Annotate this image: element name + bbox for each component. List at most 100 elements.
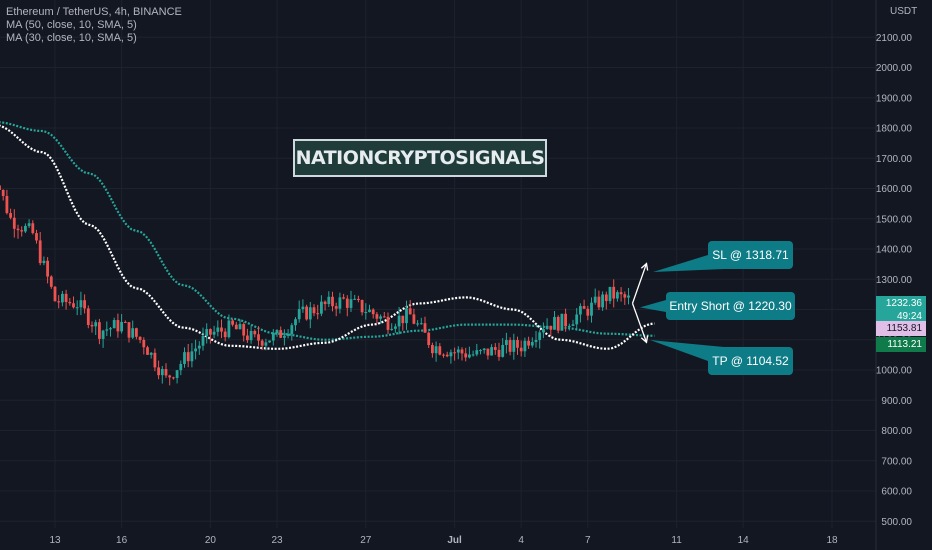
candle-body [83,300,86,309]
time-tick-label: 27 [360,535,372,546]
candle-body [5,195,9,214]
price-tick-label: 1400.00 [876,245,913,256]
candle-body [120,321,123,332]
candle-body [16,228,20,231]
candle-body [297,309,301,320]
tp-callout-box[interactable] [708,347,793,375]
ma30-legend[interactable]: MA (30, close, 10, SMA, 5) [6,32,137,44]
entry-callout-label: Entry Short @ 1220.30 [669,299,792,313]
time-tick-label: 23 [271,535,283,546]
candle-body [157,367,160,376]
candle-body [360,300,364,313]
candle-body [379,316,382,319]
sl-arrow [631,263,648,304]
candle-body [109,328,112,330]
ma50-line [0,121,655,341]
candle-body [445,354,449,357]
candle-body [316,313,320,315]
candle-body [345,298,349,308]
sl-callout-label: SL @ 1318.71 [712,248,789,262]
symbol-title[interactable]: Ethereum / TetherUS, 4h, BINANCE [6,6,182,18]
tp-callout-label: TP @ 1104.52 [712,354,789,368]
trade-callouts: SL @ 1318.71 Entry Short @ 1220.30 TP @ 11… [640,241,795,375]
time-tick-label: 13 [49,535,61,546]
candle-body [586,308,590,316]
price-tick-label: 1500.00 [876,214,913,225]
ma30-price-tag: 1153.81 [876,321,926,336]
candle-body [57,301,61,303]
candle-body [160,369,164,376]
candle-body [334,306,338,309]
candle-body [427,332,431,345]
price-tick-label: 800.00 [881,426,912,437]
candle-body [194,348,197,352]
entry-callout-box[interactable] [666,292,795,320]
candle-body [209,329,212,335]
candle-body [327,296,331,305]
time-tick-label: Jul [447,535,462,546]
price-tick-label: 500.00 [881,517,912,528]
candle-body [127,322,131,338]
candle-body [368,309,371,313]
candle-body [394,326,397,329]
candle-body [175,370,179,378]
candle-body [530,342,534,346]
candle-body [12,217,16,229]
ma50-legend[interactable]: MA (50, close, 10, SMA, 5) [6,19,137,31]
ma50-price-tag: 1113.21 [876,337,926,352]
candle-body [468,354,471,358]
candle-body [72,303,75,308]
candle-body [64,293,68,303]
sl-callout-box[interactable] [708,241,793,269]
candle-body [53,286,57,302]
candle-body [294,319,297,326]
candle-body [560,313,564,331]
candle-body [320,301,323,314]
time-tick-label: 4 [518,535,524,546]
candle-body [364,312,368,314]
candle-body [46,260,49,277]
candle-body [357,298,360,301]
candle-body [538,332,542,340]
candle-body [223,331,227,338]
candle-body [279,330,283,338]
candle-body [253,330,257,335]
ma-path [0,124,655,350]
candle-body [516,340,519,348]
candle-body [75,307,79,309]
candle-body [419,323,423,325]
candle-body [590,302,593,316]
price-tick-label: 1000.00 [876,366,913,377]
candle-body [234,324,238,330]
candle-body [323,301,327,305]
candle-body [412,314,416,324]
candle-body [397,315,401,327]
time-tick-label: 7 [585,535,591,546]
candle-body [353,298,357,300]
candlestick-series [0,185,630,386]
candle-body [105,329,109,331]
candle-body [79,300,83,308]
candle-body [227,320,231,338]
candle-body [98,322,101,339]
candle-body [212,331,216,335]
chart-legend: Ethereum / TetherUS, 4h, BINANCE MA (50,… [6,6,182,45]
candle-body [597,296,601,308]
candle-body [123,321,127,323]
time-tick-label: 14 [738,535,750,546]
price-axis[interactable]: 2100.00 2000.00 1900.00 1800.00 1700.00 1600.… [876,33,913,528]
time-axis[interactable]: 13 16 20 23 27 Jul 4 7 11 14 18 [49,535,838,546]
candle-body [619,292,623,295]
candle-body [131,328,135,338]
candle-body [601,294,604,308]
candle-body [338,297,342,309]
candle-body [305,306,308,320]
candle-body [172,377,175,379]
candle-body [501,344,505,357]
candle-body [519,347,523,352]
candle-body [149,352,153,355]
candle-body [460,349,464,354]
candle-body [90,324,94,327]
tp-arrow-head [640,335,649,344]
